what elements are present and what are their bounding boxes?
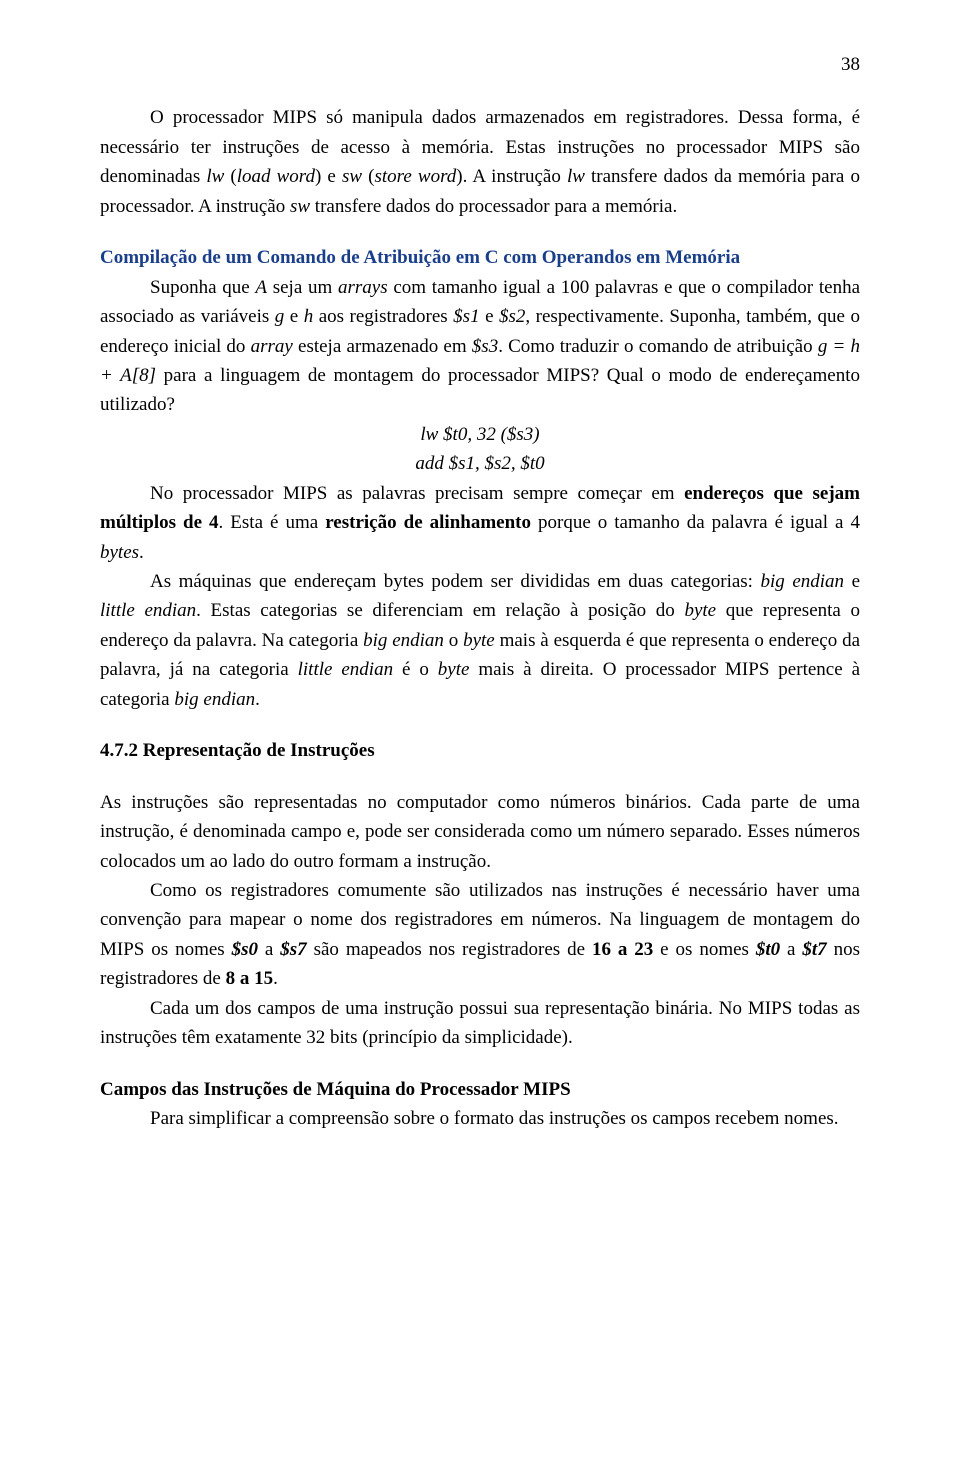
text: e os nomes — [653, 939, 756, 960]
heading-472: 4.7.2 Representação de Instruções — [100, 736, 860, 765]
paragraph-32bits: Cada um dos campos de uma instrução poss… — [100, 994, 860, 1053]
code-line-2: add $s1, $s2, $t0 — [100, 449, 860, 478]
term-sw: sw — [342, 166, 362, 187]
paragraph-instr-binary: As instruções são representadas no compu… — [100, 788, 860, 876]
var-A: A — [255, 277, 267, 298]
text: seja um — [267, 277, 338, 298]
term-byte: byte — [438, 659, 470, 680]
term-load-word: load word — [237, 166, 315, 187]
term-little-endian: little endian — [100, 600, 196, 621]
text: e — [480, 306, 499, 327]
reg-s7: $s7 — [280, 939, 306, 960]
text: ) e — [315, 166, 342, 187]
heading-campos: Campos das Instruções de Máquina do Proc… — [100, 1075, 860, 1104]
text: . — [139, 542, 144, 563]
text: As máquinas que endereçam bytes podem se… — [150, 571, 761, 592]
text: transfere dados do processador para a me… — [310, 196, 677, 217]
text: aos registradores — [313, 306, 453, 327]
text: ( — [224, 166, 236, 187]
reg-s1: $s1 — [453, 306, 479, 327]
text: e — [844, 571, 860, 592]
text: . — [255, 689, 260, 710]
reg-s2: $s2 — [499, 306, 525, 327]
reg-t7: $t7 — [802, 939, 826, 960]
document-page: 38 O processador MIPS só manipula dados … — [0, 0, 960, 1476]
term-bytes: bytes — [100, 542, 139, 563]
term-byte: byte — [463, 630, 495, 651]
text: e — [284, 306, 303, 327]
range-8-15: 8 a 15 — [226, 968, 274, 989]
text: a — [258, 939, 280, 960]
range-16-23: 16 a 23 — [592, 939, 653, 960]
paragraph-reg-map: Como os registradores comumente são util… — [100, 876, 860, 994]
paragraph-campos: Para simplificar a compreensão sobre o f… — [100, 1104, 860, 1133]
term-big-endian: big endian — [363, 630, 444, 651]
text: . — [273, 968, 278, 989]
term-byte: byte — [684, 600, 716, 621]
text: No processador MIPS as palavras precisam… — [150, 483, 684, 504]
text: para a linguagem de montagem do processa… — [100, 365, 860, 415]
text: esteja armazenado em — [293, 336, 472, 357]
term-big-endian: big endian — [174, 689, 255, 710]
page-number: 38 — [100, 50, 860, 79]
term-little-endian: little endian — [298, 659, 393, 680]
term-sw: sw — [290, 196, 310, 217]
var-h: h — [304, 306, 314, 327]
text: . Como traduzir o comando de atribuição — [498, 336, 818, 357]
reg-s0: $s0 — [232, 939, 258, 960]
var-g: g — [275, 306, 285, 327]
paragraph-endian: As máquinas que endereçam bytes podem se… — [100, 567, 860, 714]
text: o — [444, 630, 463, 651]
text: . Esta é uma — [219, 512, 326, 533]
term-array: array — [251, 336, 293, 357]
text: ). A instrução — [456, 166, 567, 187]
paragraph-exercise: Suponha que A seja um arrays com tamanho… — [100, 273, 860, 420]
text: . Estas categorias se diferenciam em rel… — [196, 600, 684, 621]
term-arrays: arrays — [338, 277, 388, 298]
text: é o — [393, 659, 438, 680]
text: porque o tamanho da palavra é igual a 4 — [531, 512, 860, 533]
text: Suponha que — [150, 277, 255, 298]
term-store-word: store word — [375, 166, 457, 187]
code-line-1: lw $t0, 32 ($s3) — [100, 420, 860, 449]
reg-t0: $t0 — [756, 939, 780, 960]
paragraph-alignment: No processador MIPS as palavras precisam… — [100, 479, 860, 567]
text: ( — [362, 166, 374, 187]
text: a — [780, 939, 802, 960]
bold-restricao: restrição de alinhamento — [325, 512, 531, 533]
heading-compilacao: Compilação de um Comando de Atribuição e… — [100, 243, 860, 272]
term-lw: lw — [567, 166, 585, 187]
paragraph-intro: O processador MIPS só manipula dados arm… — [100, 103, 860, 221]
term-big-endian: big endian — [761, 571, 845, 592]
reg-s3: $s3 — [472, 336, 498, 357]
text: são mapeados nos registradores de — [307, 939, 592, 960]
term-lw: lw — [206, 166, 224, 187]
